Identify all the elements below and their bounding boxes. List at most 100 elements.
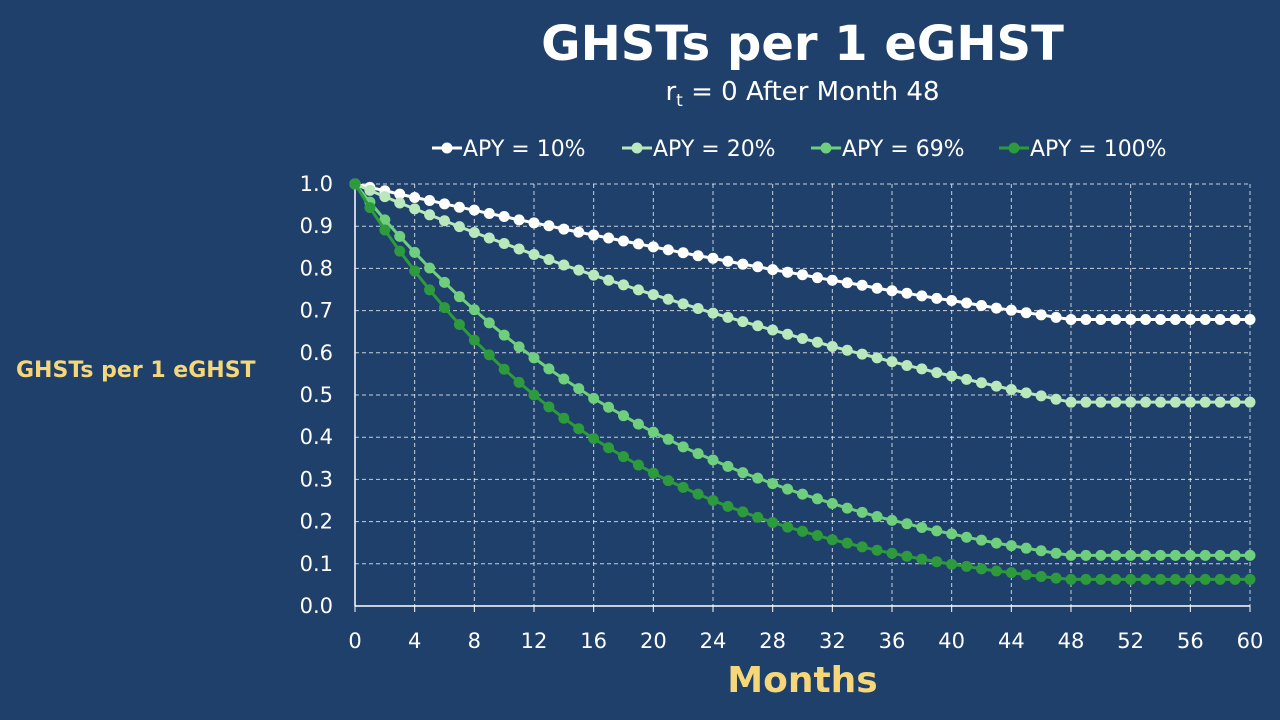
data-point [1140,313,1152,325]
data-point [573,226,585,238]
data-point [990,380,1002,392]
data-point [1155,549,1166,561]
data-point [468,227,480,239]
chart-title: GHSTs per 1 eGHST [541,16,1064,72]
data-point [1214,396,1226,408]
data-point [856,541,868,553]
legend-label: APY = 100% [1030,137,1167,162]
x-tick-label: 52 [1117,629,1144,653]
data-point [707,307,719,319]
data-point [961,531,973,543]
data-point [1244,313,1256,325]
x-tick-label: 8 [468,629,481,653]
data-point [498,329,510,341]
x-tick-label: 40 [938,629,965,653]
data-point [677,298,689,310]
data-point [1184,573,1196,585]
data-point [618,279,629,291]
data-point [752,261,764,273]
data-point [1229,313,1241,325]
data-point [1065,573,1077,585]
legend-label: APY = 20% [653,137,776,162]
x-tick-label: 32 [819,629,846,653]
data-point [782,483,794,495]
data-point [886,514,898,526]
data-point [737,258,749,270]
data-point [543,401,555,413]
data-point [1065,396,1077,408]
data-point [1080,573,1092,585]
data-point [662,475,674,487]
data-point [394,245,406,257]
data-point [692,488,704,500]
y-tick-label: 0.5 [300,383,333,407]
data-point [543,363,555,375]
data-point [632,284,644,296]
data-point [364,184,376,196]
data-point [1050,572,1062,584]
data-point [901,550,913,562]
data-point [797,488,808,500]
data-point [528,248,540,260]
data-point [1005,540,1017,552]
data-point [1080,396,1092,408]
data-point [677,481,689,493]
data-point [1020,307,1032,319]
data-point [692,448,704,460]
series-line [354,182,1250,321]
data-point [1155,396,1166,408]
data-point [961,297,973,309]
data-point [618,451,629,463]
data-point [439,215,450,227]
x-tick-label: 56 [1177,629,1204,653]
data-point [871,511,883,523]
data-point [394,188,406,200]
data-point [662,433,674,445]
data-point [1035,570,1047,582]
data-point [916,553,928,565]
data-point [976,300,987,312]
data-point [1125,396,1137,408]
data-point [1199,396,1211,408]
data-point [483,349,495,361]
data-point [1229,573,1241,585]
data-point [1065,313,1077,325]
y-tick-label: 0.8 [300,256,333,280]
x-axis-label: Months [727,660,878,701]
data-point [558,259,570,271]
data-point [856,279,868,291]
data-point [1095,573,1107,585]
data-point [498,238,510,250]
data-point [886,285,898,297]
x-tick-label: 12 [521,629,548,653]
data-point [1110,396,1122,408]
data-point [543,254,555,266]
data-point [811,336,823,348]
data-point [782,521,794,533]
data-point [886,547,898,559]
data-point [513,376,525,388]
data-point [946,558,958,570]
data-point [1095,313,1107,325]
data-point [573,264,585,276]
data-point [782,328,794,340]
x-tick-label: 16 [580,629,607,653]
x-tick-label: 44 [998,629,1025,653]
data-point [483,208,495,220]
data-point [379,191,391,203]
data-point [826,497,838,509]
data-point [1125,313,1137,325]
x-tick-label: 48 [1058,629,1085,653]
data-point [856,506,868,518]
data-point [707,252,719,264]
y-tick-label: 0.6 [300,341,333,365]
data-point [453,201,465,213]
subtitle-rest: = 0 After Month 48 [682,77,940,107]
x-tick-label: 36 [879,629,906,653]
data-point [811,493,823,505]
data-point [394,230,406,242]
data-point [1140,396,1152,408]
data-point [797,332,808,344]
y-tick-label: 0.2 [300,510,333,534]
x-tick-label: 20 [640,629,667,653]
